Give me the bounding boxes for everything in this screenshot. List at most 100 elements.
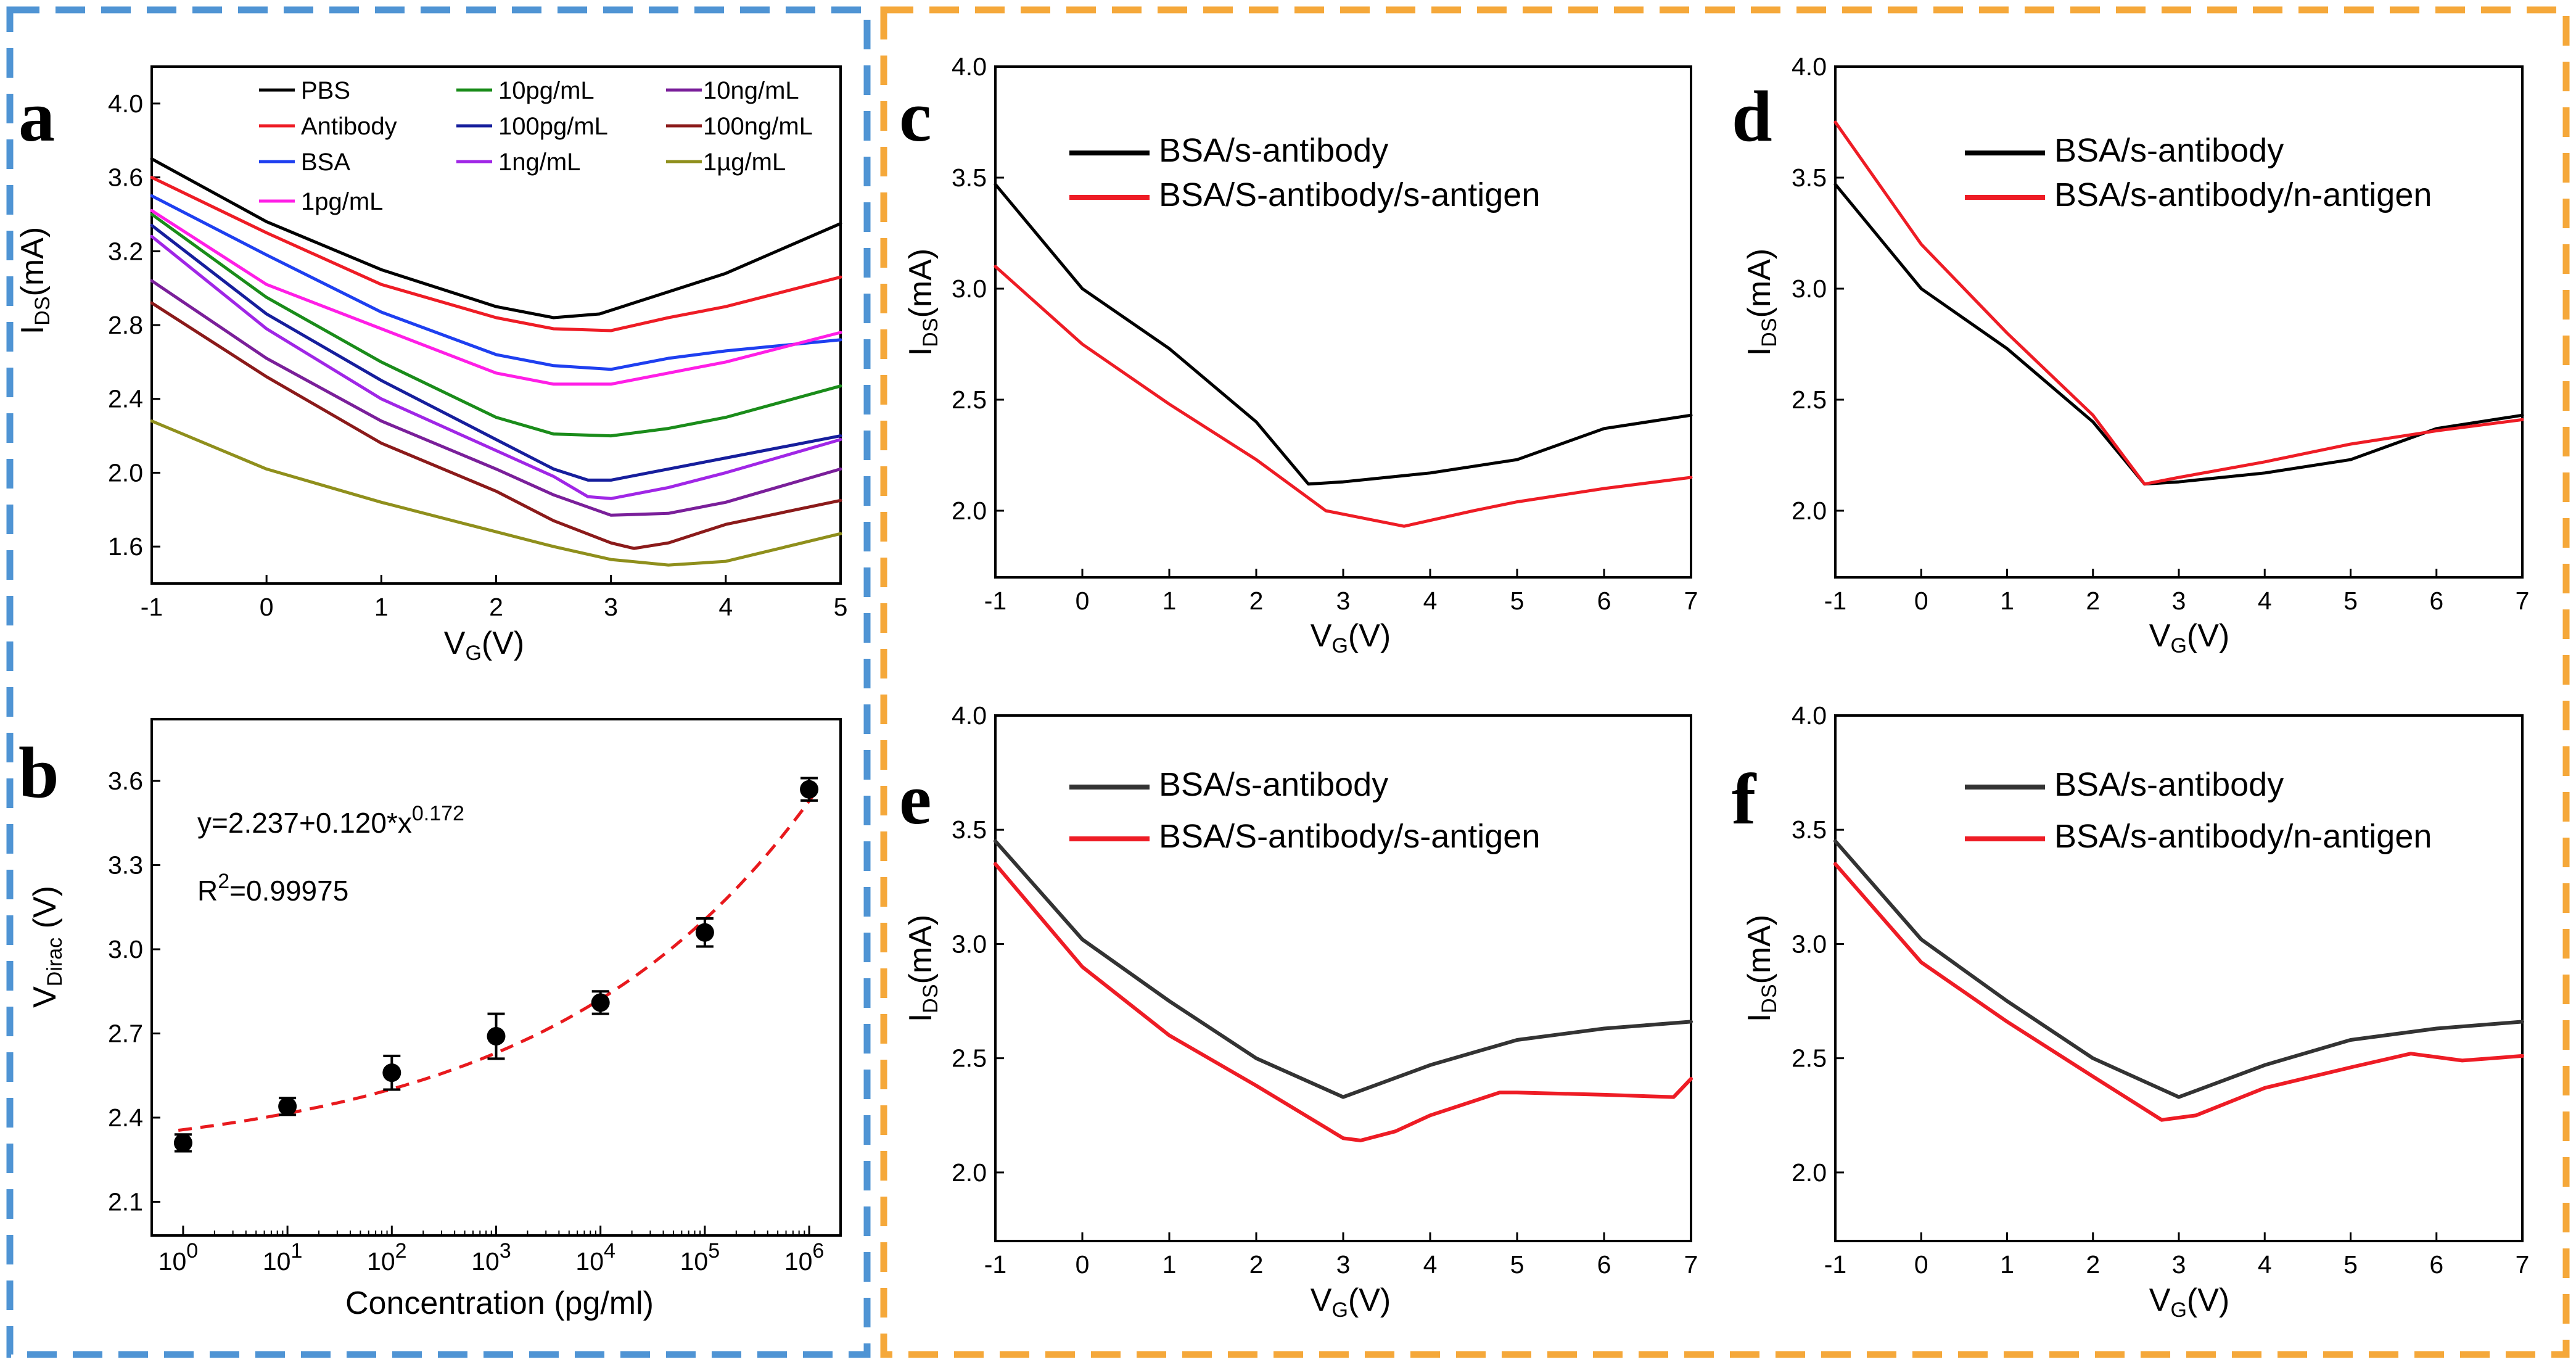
legend-label: 1µg/mL [703,149,786,176]
legend-label: 1ng/mL [498,149,580,176]
fit-equation: y=2.237+0.120*x0.172 [197,802,464,839]
data-point [695,923,714,942]
legend-label: 10pg/mL [498,77,595,104]
panel-label-e: e [899,759,931,839]
y-tick-label: 3.0 [1792,930,1827,958]
x-tick-label: 0 [260,593,274,621]
data-point [382,1063,401,1083]
legend-label: PBS [301,77,350,104]
x-tick-label: 100 [158,1239,199,1276]
left-dashed-frame [6,6,871,1358]
series-line-1pg/mL [150,208,842,386]
y-tick-label: 3.3 [108,851,143,880]
x-tick-label: 0 [1076,587,1090,615]
data-point [173,1133,192,1152]
x-tick-label: 3 [2172,587,2186,615]
y-tick-label: 4.0 [952,701,987,730]
ylabel-f: IDS(mA) [1742,915,1781,1022]
x-tick-label: 2 [2086,587,2100,615]
data-point [800,780,819,799]
x-tick-label: 6 [1597,1250,1611,1279]
chart-c: -1 0 1 2 3 4 5 6 7 2.0 2.5 3.0 3.5 4.0 BSA/s-antibody B… [952,52,1698,615]
data-point [487,1027,506,1046]
x-tick-label: 0 [1914,587,1928,615]
y-tick-label: 3.6 [108,767,143,795]
y-tick-label: 2.0 [108,458,143,487]
x-tick-label: -1 [984,587,1006,615]
y-tick-label: 3.6 [108,163,143,192]
ylabel-b: VDirac (V) [27,886,67,1008]
legend-label: 100ng/mL [703,113,813,140]
legend-label: Antibody [301,113,397,140]
series-line-BSA/s-antibody/n-antigen [1833,120,2524,486]
x-tick-label: 4 [1423,1250,1438,1279]
y-tick-label: 3.0 [1792,274,1827,303]
series-line-BSA/s-antibody [994,839,1693,1099]
series-line-100pg/mL [150,223,842,482]
chart-b: 100 101 102 103 104 105 106 2.1 2.4 2.7 3.0 3.3 3.6 [108,718,842,1276]
series-line-BSA/s-antibody/n-antigen [1833,862,2524,1122]
xlabel-f: VG(V) [2149,1282,2229,1322]
y-tick-label: 4.0 [108,89,143,118]
y-tick-label: 3.0 [952,930,987,958]
x-tick-label: -1 [984,1250,1006,1279]
x-tick-label: 2 [1249,587,1264,615]
y-tick-label: 3.5 [1792,163,1827,192]
charts: -1 0 1 2 3 4 5 1.6 2.0 2.4 2.8 3.2 3.6 4.0 PBS Antibody… [108,52,2529,1279]
y-tick-label: 3.5 [952,163,987,192]
panel-label-a: a [19,76,55,157]
panel-label-b: b [19,732,59,813]
x-tick-label: 7 [2516,1250,2530,1279]
series-line-BSA [150,194,842,371]
legend-label: BSA/s-antibody [1159,132,1388,169]
ylabel-d: IDS(mA) [1742,249,1781,356]
legend-label: BSA/S-antibody/s-antigen [1159,818,1540,855]
y-tick-label: 2.8 [108,311,143,339]
series-line-10ng/mL [150,279,842,517]
x-tick-label: 101 [263,1239,303,1276]
series-line-BSA/s-antibody [1833,183,2524,486]
series-line-PBS [150,157,842,320]
legend-label: 10ng/mL [703,77,799,104]
y-tick-label: 4.0 [1792,701,1827,730]
x-tick-label: 2 [1249,1250,1264,1279]
legend-label: BSA/s-antibody/n-antigen [2054,818,2432,855]
x-tick-label: 5 [1510,1250,1525,1279]
y-tick-label: 3.0 [108,935,143,963]
series-line-Antibody [150,176,842,332]
xlabel-c: VG(V) [1311,618,1391,658]
chart-d: -1 0 1 2 3 4 5 6 7 2.0 2.5 3.0 3.5 4.0 BSA/s-antibody B… [1792,52,2529,615]
xlabel-b: Concentration (pg/ml) [345,1285,654,1321]
x-tick-label: 3 [1336,1250,1351,1279]
x-tick-label: 1 [2000,587,2014,615]
x-tick-label: -1 [141,593,163,621]
x-tick-label: -1 [1824,1250,1846,1279]
x-tick-label: 106 [784,1239,825,1276]
x-tick-label: 7 [1684,587,1698,615]
x-tick-label: 5 [1510,587,1525,615]
x-tick-label: 2 [2086,1250,2100,1279]
x-tick-label: 4 [718,593,733,621]
x-tick-label: 2 [489,593,503,621]
series-line-1µg/mL [150,419,842,567]
chart-f: -1 0 1 2 3 4 5 6 7 2.0 2.5 3.0 3.5 4.0 BSA/s-antibody B… [1792,701,2529,1279]
x-tick-label: 1 [374,593,389,621]
y-tick-label: 2.4 [108,1103,143,1132]
y-tick-label: 2.1 [108,1187,143,1216]
x-tick-label: 7 [2516,587,2530,615]
x-tick-label: 6 [2429,1250,2443,1279]
legend-label: BSA/S-antibody/s-antigen [1159,176,1540,213]
y-tick-label: 3.0 [952,274,987,303]
panel-label-f: f [1732,759,1757,839]
right-dashed-frame [880,6,2570,1358]
fit-curve [178,794,815,1132]
xlabel-e: VG(V) [1311,1282,1391,1322]
series-line-100ng/mL [150,301,842,550]
y-tick-label: 2.7 [108,1019,143,1047]
x-tick-label: 4 [2258,1250,2272,1279]
y-tick-label: 2.4 [108,385,143,413]
legend-label: 1pg/mL [301,188,383,215]
fit-r-squared: R2=0.99975 [197,870,348,907]
x-tick-label: 0 [1076,1250,1090,1279]
